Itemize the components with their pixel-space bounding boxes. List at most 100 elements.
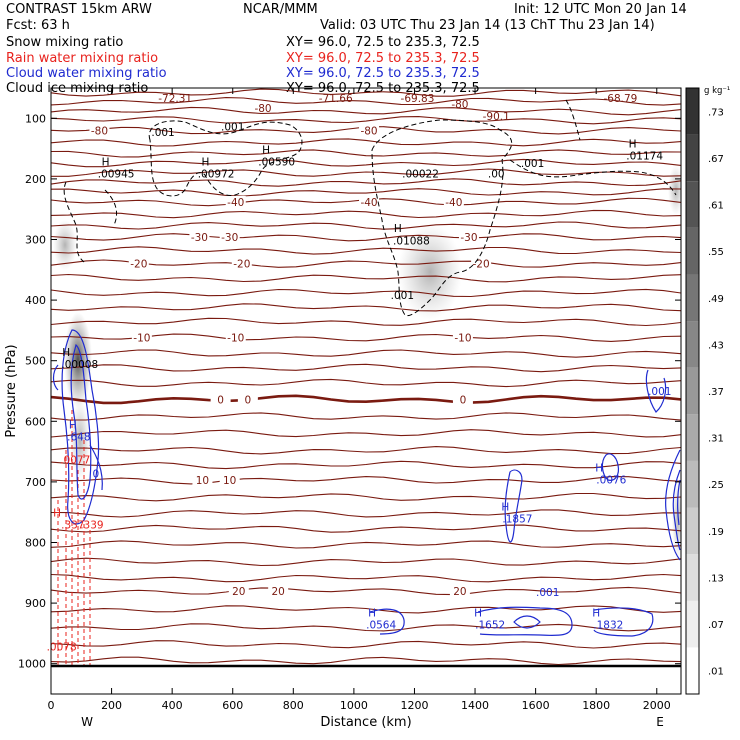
contour-value: H: [53, 507, 61, 519]
contour-value: H: [629, 138, 637, 150]
y-tick-label: 400: [25, 294, 46, 307]
temperature-label-bg: [210, 393, 231, 405]
temperature-label: -10: [454, 333, 471, 345]
contour-value: H: [501, 501, 509, 513]
temperature-contour: [51, 168, 681, 177]
contour-value: H: [474, 607, 482, 619]
contour-value: .1857: [502, 514, 532, 526]
colorbar-label: .55: [708, 247, 724, 258]
contour-value: .648: [67, 432, 90, 444]
temperature-label: -30: [221, 232, 238, 244]
temperature-label-bg: [359, 124, 380, 136]
contour-value: .00008: [61, 359, 98, 371]
temperature-label-bg: [225, 195, 246, 207]
contour-value: .339: [80, 520, 103, 532]
temperature-contour: [51, 557, 681, 567]
colorbar-swatch: [686, 181, 699, 228]
organization: NCAR/MMM: [243, 2, 318, 17]
colorbar-swatch: [686, 647, 699, 694]
contour-value: .337: [61, 520, 84, 532]
contour-value: H: [592, 607, 600, 619]
contour-value: .1832: [593, 620, 623, 632]
cloud-water-low-4: [593, 607, 654, 637]
colorbar-label: .31: [708, 434, 724, 445]
temperature-label: 0: [245, 394, 252, 406]
temperature-contour: [51, 317, 681, 327]
temperature-contour: [51, 378, 681, 388]
contour-value: .001: [648, 386, 671, 398]
cloud-water-low-1: [369, 608, 405, 635]
x-tick-label: 1200: [400, 699, 428, 712]
temperature-label: -40: [227, 197, 244, 209]
temperature-label-bg: [189, 231, 210, 243]
temperature-label: 10: [223, 475, 236, 487]
cloud-water-west-inner: [70, 343, 92, 500]
temperature-contour: [51, 209, 681, 219]
cloud-water-low-2: [477, 606, 573, 637]
colorbar-label: .13: [708, 573, 724, 584]
temperature-label: 20: [453, 586, 466, 598]
colorbar-label: .37: [708, 387, 724, 398]
contour-value: .001: [521, 158, 544, 170]
x-tick-label: 1400: [461, 699, 489, 712]
cloud-water-east-1: [665, 449, 681, 561]
contour-value: .001: [536, 587, 559, 599]
contour-value: -80: [254, 103, 271, 115]
contour-value: .0077: [60, 455, 90, 467]
contour-value: -80: [451, 99, 468, 111]
temperature-contour: [51, 476, 681, 485]
contour-value: 0: [92, 469, 99, 481]
cloud-water-west-edge: [52, 364, 59, 391]
cloud-water-contours: [52, 329, 681, 637]
y-tick-label: 1000: [18, 658, 46, 671]
init-time: Init: 12 UTC Mon 20 Jan 14: [514, 2, 687, 17]
temperature-label: 0: [217, 394, 224, 406]
temperature-contour: [51, 273, 681, 283]
temperature-label: -10: [227, 333, 244, 345]
x-tick-label: 800: [283, 699, 304, 712]
temperature-label-bg: [449, 584, 470, 596]
colorbar: .01 .07 .13 .19 .25 .31 .37 .43 .49 .55 .61 .67 .73: [685, 87, 724, 695]
ice-contour-east: [509, 159, 677, 196]
x-tick-label: 1800: [582, 699, 610, 712]
contour-value: -72.31: [158, 93, 192, 105]
x-tick-label: 2000: [643, 699, 671, 712]
x-end-west: W: [81, 715, 93, 729]
contour-value: -90.1: [483, 111, 510, 123]
legend-rain-label: Rain water mixing ratio: [6, 51, 159, 66]
colorbar-swatch: [686, 321, 699, 368]
contour-value: .0076: [596, 475, 626, 487]
colorbar-swatch: [686, 88, 699, 135]
x-tick-label: 400: [162, 699, 183, 712]
temperature-label-bg: [458, 231, 479, 243]
temperature-contours: -80 -80 -40 -40 -40 -30 -30 -30 -20 -20 -20 -10 -10 -…: [51, 88, 681, 666]
y-tick-label: 300: [25, 234, 46, 247]
y-tick-label: 700: [25, 476, 46, 489]
cloud-water-low-3: [513, 615, 541, 629]
contour-value: -68.79: [603, 93, 637, 105]
contour-value: H: [262, 144, 270, 156]
legend-snow-label: Snow mixing ratio: [6, 35, 124, 50]
x-tick-label: 0: [48, 699, 55, 712]
temperature-label: -40: [360, 197, 377, 209]
temperature-contour: [51, 246, 681, 255]
cloud-water-mid-1: [504, 469, 523, 543]
y-tick-label: 600: [25, 415, 46, 428]
contour-value: H: [202, 157, 210, 169]
temperature-contour: [51, 88, 681, 97]
temperature-label: 20: [271, 586, 284, 598]
snow-patch-east: [668, 165, 681, 215]
contour-value: H: [368, 607, 376, 619]
temperature-contour: [51, 303, 681, 312]
contour-value: .00945: [98, 169, 135, 181]
cloud-ice-contours: [63, 99, 677, 317]
temperature-label-bg: [237, 393, 258, 405]
contour-value: H: [62, 347, 70, 359]
temperature-contour: [51, 605, 681, 614]
colorbar-swatch: [686, 414, 699, 461]
y-tick-label: 100: [25, 112, 46, 125]
legend-rain-xy: XY= 96.0, 72.5 to 235.3, 72.5: [286, 51, 480, 66]
temperature-label: -40: [445, 197, 462, 209]
contour-value: -69.83: [401, 93, 435, 105]
